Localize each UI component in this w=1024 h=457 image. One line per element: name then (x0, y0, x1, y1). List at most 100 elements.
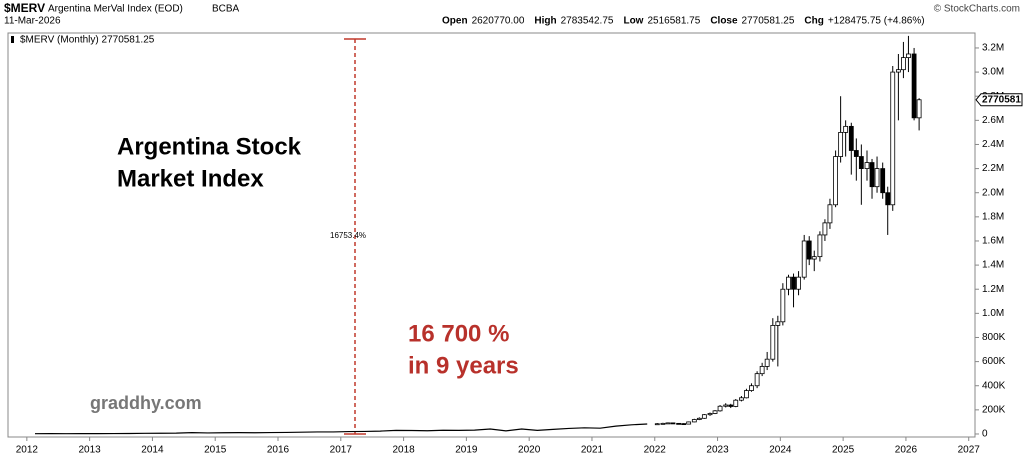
candle-body (806, 240, 812, 260)
quote-value: 2783542.75 (561, 16, 614, 27)
y-tick-label: 1.6M (982, 236, 1004, 247)
quote-value: +128475.75 (+4.86%) (828, 16, 925, 27)
candle-body (691, 419, 697, 423)
x-tick-label: 2026 (895, 445, 918, 456)
candle-body (833, 156, 839, 206)
y-tick-label: 1.4M (982, 260, 1004, 271)
quote-label: Chg (804, 16, 823, 27)
candle-body (749, 385, 754, 391)
x-tick-label: 2025 (832, 445, 855, 456)
chart-title: $MERV (4, 1, 45, 15)
candle-body (717, 405, 723, 412)
y-tick-label: 200K (982, 404, 1006, 415)
candle-body (817, 234, 823, 258)
measure-label: 16753.4% (330, 231, 366, 240)
candle-body (853, 150, 859, 157)
quote-value: 2770581.25 (742, 16, 795, 27)
candle-body (885, 192, 891, 206)
candle-body (676, 422, 682, 425)
y-tick-label: 3.0M (982, 67, 1004, 78)
candle-body (786, 276, 791, 290)
candle-body (864, 162, 870, 169)
candle-body (874, 168, 880, 188)
x-tick-label: 2022 (644, 445, 667, 456)
x-tick-label: 2027 (958, 445, 981, 456)
candle-body (780, 288, 786, 323)
y-tick-label: 800K (982, 332, 1006, 343)
candle-body (770, 325, 776, 360)
legend-icon (11, 36, 14, 43)
date: 11-Mar-2026 (4, 16, 61, 27)
quote-label: Low (623, 16, 643, 27)
x-tick-label: 2016 (267, 445, 290, 456)
candle-body (869, 162, 875, 188)
x-tick-label: 2017 (330, 445, 353, 456)
candle-body (759, 366, 765, 375)
candle-body (764, 358, 770, 367)
candle-body (916, 99, 922, 119)
candle-body (754, 373, 760, 387)
candle-body (796, 276, 801, 290)
gain-note: 16 700 % (408, 320, 509, 347)
candle-body (890, 71, 896, 206)
x-tick-label: 2013 (79, 445, 102, 456)
candle-body (827, 204, 833, 224)
candle-body (696, 417, 702, 420)
candle-body (895, 69, 901, 73)
candle-body (848, 125, 854, 151)
candle-body (686, 421, 692, 425)
candle-body (791, 276, 796, 290)
x-tick-label: 2023 (706, 445, 729, 456)
candle-body (701, 414, 707, 419)
x-tick-label: 2015 (204, 445, 227, 456)
gain-note: in 9 years (408, 352, 519, 379)
candle-body (660, 422, 666, 425)
quote-label: Close (710, 16, 738, 27)
exchange: BCBA (212, 4, 240, 15)
chart-subtitle: Argentina MerVal Index (EOD) (48, 4, 183, 15)
candle-body (723, 404, 729, 407)
candle-body (707, 413, 713, 416)
y-tick-label: 2.2M (982, 163, 1004, 174)
x-tick-label: 2012 (16, 445, 39, 456)
y-tick-label: 1.8M (982, 211, 1004, 222)
candle-body (801, 240, 807, 278)
candle-body (838, 132, 844, 157)
candle-body (775, 321, 781, 326)
x-tick-label: 2024 (769, 445, 792, 456)
candle-body (744, 390, 749, 399)
x-tick-label: 2014 (141, 445, 164, 456)
candle-body (858, 156, 864, 169)
heading: Argentina Stock (117, 133, 302, 160)
candle-body (665, 422, 671, 425)
x-tick-label: 2019 (455, 445, 478, 456)
y-tick-label: 400K (982, 380, 1006, 391)
quote-value: 2620770.00 (472, 16, 525, 27)
source: © StockCharts.com (934, 4, 1020, 15)
candle-body (670, 422, 676, 425)
y-tick-label: 1.2M (982, 284, 1004, 295)
candle-body (811, 256, 817, 260)
y-tick-label: 0 (982, 429, 988, 440)
price-line (34, 423, 648, 435)
quote-value: 2516581.75 (647, 16, 700, 27)
y-tick-label: 3.2M (982, 43, 1004, 54)
watermark: graddhy.com (90, 393, 202, 413)
y-tick-label: 2.6M (982, 115, 1004, 126)
x-tick-label: 2020 (518, 445, 541, 456)
candle-body (843, 125, 849, 133)
price-tag (975, 93, 1023, 107)
heading: Market Index (117, 165, 264, 192)
quote-label: High (534, 16, 556, 27)
candle-body (906, 53, 911, 59)
candle-body (822, 222, 828, 236)
x-tick-label: 2021 (581, 445, 604, 456)
candle-body (880, 168, 886, 194)
candle-body (733, 399, 739, 407)
candle-body (681, 423, 687, 426)
legend: $MERV (Monthly) 2770581.25 (20, 35, 155, 46)
candle-body (901, 57, 906, 71)
price-tag-label: 2770581 (982, 94, 1021, 105)
y-tick-label: 2.0M (982, 187, 1004, 198)
